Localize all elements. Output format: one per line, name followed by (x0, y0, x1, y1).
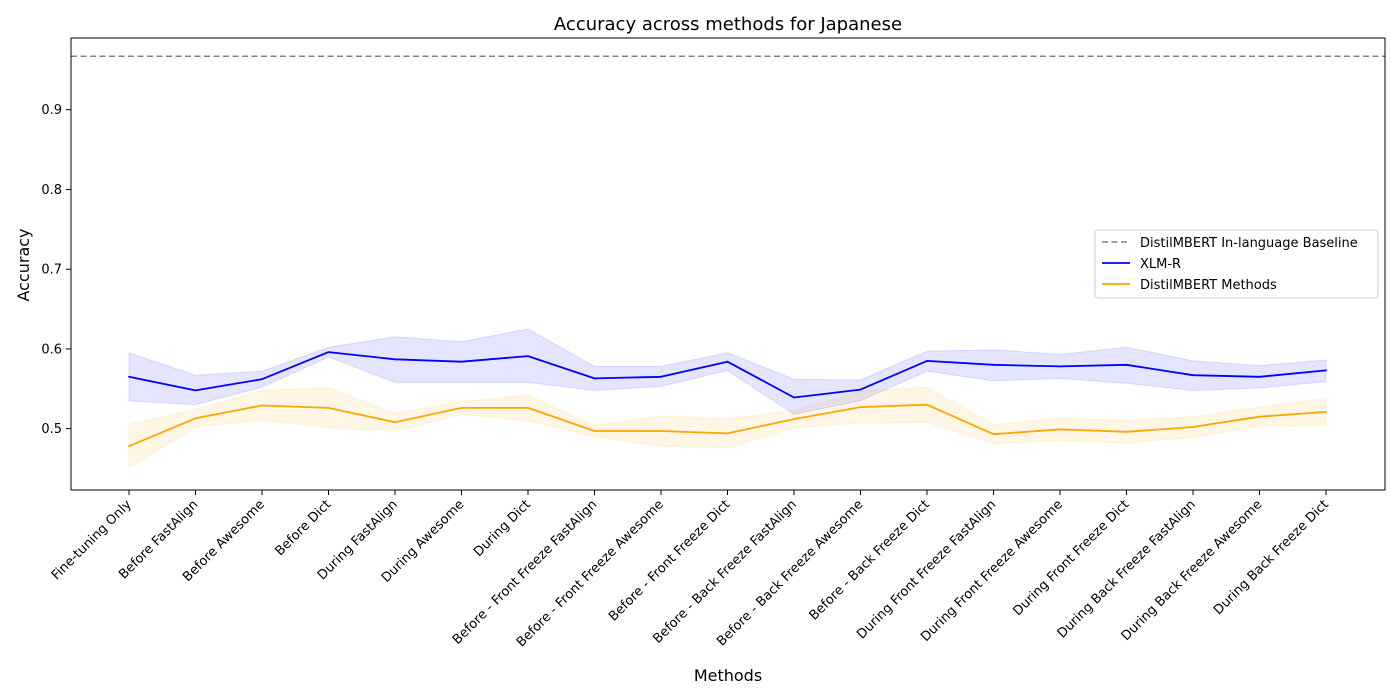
point-series-1-15 (1125, 430, 1128, 433)
point-series-1-8 (660, 430, 662, 432)
x-axis-title: Methods (694, 666, 762, 685)
y-axis-title: Accuracy (14, 228, 33, 301)
series-lines (128, 351, 1327, 448)
y-tick-label-2: 0.7 (41, 263, 62, 278)
y-tick-label-0: 0.5 (41, 422, 62, 437)
point-series-1-9 (726, 432, 729, 435)
y-axis: 0.5 0.6 0.7 0.8 0.9 (41, 103, 71, 437)
point-series-1-4 (394, 421, 396, 424)
point-series-0-0 (128, 375, 130, 378)
point-series-1-0 (128, 445, 130, 448)
point-series-1-14 (1059, 428, 1061, 431)
y-tick-label-4: 0.9 (41, 103, 62, 118)
point-series-1-10 (793, 418, 795, 420)
point-series-1-11 (859, 406, 862, 408)
point-series-0-6 (527, 355, 529, 357)
point-series-1-6 (527, 407, 529, 409)
point-series-0-7 (593, 377, 596, 380)
point-series-0-4 (394, 358, 396, 361)
point-series-0-15 (1125, 363, 1128, 366)
band-series-1 (128, 386, 1327, 469)
point-series-0-16 (1192, 374, 1194, 377)
point-series-0-14 (1059, 365, 1061, 368)
point-series-1-2 (261, 404, 263, 407)
point-series-0-9 (726, 360, 729, 363)
point-series-0-10 (793, 396, 795, 399)
point-series-0-5 (460, 360, 463, 363)
point-series-0-13 (992, 363, 995, 366)
point-series-0-8 (660, 375, 662, 378)
point-series-1-18 (1325, 411, 1327, 413)
y-tick-label-1: 0.6 (41, 342, 62, 357)
point-series-1-12 (926, 403, 928, 406)
legend-box (1094, 229, 1379, 299)
band-series-0 (128, 328, 1327, 415)
point-series-1-3 (327, 407, 330, 409)
point-series-1-16 (1192, 426, 1194, 428)
point-series-0-2 (261, 378, 263, 381)
chart-title: Accuracy across methods for Japanese (554, 14, 902, 35)
point-series-1-17 (1258, 415, 1261, 418)
legend-label-xlmr: XLM-R (1140, 257, 1181, 272)
point-series-1-7 (593, 430, 596, 432)
point-series-0-1 (194, 389, 197, 392)
point-series-0-3 (327, 351, 330, 353)
legend: DistilMBERT In-language Baseline XLM-R D… (1094, 229, 1379, 299)
point-series-1-13 (992, 433, 995, 436)
y-tick-label-3: 0.8 (41, 183, 62, 198)
point-series-1-5 (460, 407, 463, 409)
point-series-0-18 (1325, 369, 1327, 372)
legend-label-distilmbert: DistilMBERT Methods (1140, 278, 1277, 293)
confidence-bands (128, 328, 1327, 469)
point-series-0-12 (926, 360, 928, 362)
point-series-0-17 (1258, 375, 1261, 378)
legend-label-baseline: DistilMBERT In-language Baseline (1140, 236, 1358, 251)
point-series-0-11 (859, 388, 862, 391)
point-series-1-1 (194, 417, 197, 420)
